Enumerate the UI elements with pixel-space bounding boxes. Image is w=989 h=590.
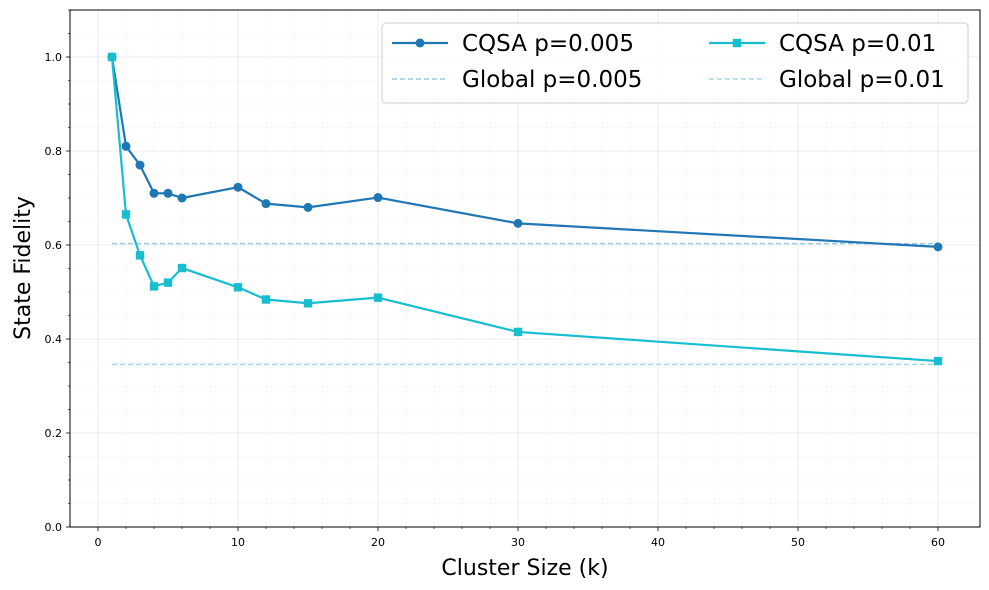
data-point-cqsa-p-0-005 [135,160,145,170]
data-point-cqsa-p-0-005 [121,141,131,151]
legend-label-cqsa-p-0-005: CQSA p=0.005 [462,31,634,57]
data-point-cqsa-p-0-01 [261,295,271,304]
data-point-cqsa-p-0-01 [163,278,173,287]
x-tick-label: 50 [791,536,805,549]
legend-label-global-p-0-005: Global p=0.005 [462,67,642,93]
y-tick-label: 0.4 [45,333,63,346]
y-tick-label: 0.2 [45,427,63,440]
y-tick-label: 0.6 [45,239,63,252]
legend-marker-cqsa-p-0-01 [732,38,742,48]
x-tick-label: 20 [371,536,385,549]
y-axis-label: State Fidelity [11,196,36,340]
y-tick-label: 0.8 [45,145,63,158]
reference-lines [112,242,938,366]
data-point-cqsa-p-0-01 [513,327,523,337]
data-point-cqsa-p-0-01 [107,52,117,62]
data-point-cqsa-p-0-01 [233,283,243,292]
x-tick-label: 0 [95,536,102,549]
data-point-cqsa-p-0-005 [233,182,243,192]
axis-ticks: 0 10 20 30 40 50 60 0.0 0.2 0.4 0.6 0.8 1.0 [45,9,945,549]
data-series [107,52,943,366]
legend-label-global-p-0-01: Global p=0.01 [779,67,945,93]
data-point-cqsa-p-0-01 [135,251,145,260]
data-point-cqsa-p-0-01 [373,293,383,302]
data-point-cqsa-p-0-01 [121,210,131,219]
series-line-cqsa-p-0-01 [110,56,939,363]
data-point-cqsa-p-0-01 [933,356,943,366]
legend: CQSA p=0.005 Global p=0.005 CQSA p=0.01 Glo… [381,22,969,104]
x-tick-label: 30 [511,536,525,549]
data-point-cqsa-p-0-005 [513,218,523,228]
data-point-cqsa-p-0-005 [373,193,383,203]
x-axis-label: Cluster Size (k) [441,556,608,581]
y-tick-label: 1.0 [45,51,63,64]
data-point-cqsa-p-0-005 [149,188,159,198]
legend-label-cqsa-p-0-01: CQSA p=0.01 [779,31,936,57]
data-point-cqsa-p-0-01 [177,263,187,273]
y-tick-label: 0.0 [45,521,63,534]
x-tick-label: 10 [231,536,245,549]
data-point-cqsa-p-0-01 [149,282,159,291]
x-tick-label: 40 [651,536,665,549]
data-point-cqsa-p-0-01 [303,299,313,308]
data-point-cqsa-p-0-005 [303,202,313,212]
legend-marker-cqsa-p-0-005 [415,38,425,48]
data-point-cqsa-p-0-005 [933,242,943,252]
legend-box [381,22,969,104]
data-point-cqsa-p-0-005 [177,193,187,203]
data-point-cqsa-p-0-005 [261,199,271,209]
x-tick-label: 60 [931,536,945,549]
data-point-cqsa-p-0-005 [163,188,173,198]
